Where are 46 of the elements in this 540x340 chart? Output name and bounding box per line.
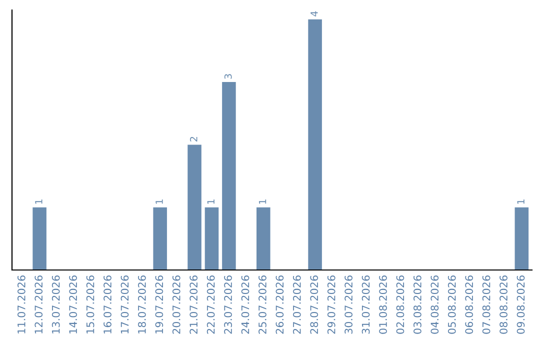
x-tick-label: 28.07.2026 <box>310 276 318 334</box>
x-tick-label: 24.07.2026 <box>241 276 250 334</box>
bar <box>514 207 529 270</box>
x-tick-label: 21.07.2026 <box>190 276 198 334</box>
data-label: 1 <box>207 200 214 204</box>
data-label: 3 <box>224 74 232 79</box>
x-tick-label: 08.08.2026 <box>500 276 508 334</box>
x-tick-label: 01.08.2026 <box>379 276 387 334</box>
x-tick-label: 27.07.2026 <box>292 276 301 334</box>
x-tick-label: 15.07.2026 <box>86 276 94 334</box>
x-tick-label: 07.08.2026 <box>482 276 490 334</box>
x-tick-label: 22.07.2026 <box>206 276 215 334</box>
x-tick-label: 29.07.2026 <box>327 276 336 334</box>
x-tick-label: 11.07.2026 <box>17 276 26 334</box>
bar <box>256 207 270 270</box>
x-tick-label: 06.08.2026 <box>465 276 474 334</box>
x-tick-label: 04.08.2026 <box>430 276 439 334</box>
x-tick-label: 25.07.2026 <box>258 276 266 334</box>
x-tick-label: 18.07.2026 <box>138 276 146 334</box>
x-tick-label: 05.08.2026 <box>448 276 456 334</box>
bar <box>153 207 167 270</box>
data-label: 4 <box>310 11 318 16</box>
x-tick-label: 20.07.2026 <box>172 276 180 334</box>
data-label: 2 <box>190 136 198 142</box>
x-tick-label: 19.07.2026 <box>155 276 164 334</box>
x-tick-label: 26.07.2026 <box>276 276 284 334</box>
x-tick-label: 30.07.2026 <box>344 276 353 334</box>
x-tick-label: 14.07.2026 <box>69 276 78 334</box>
bar <box>32 207 46 270</box>
bar <box>204 207 219 270</box>
x-tick-label: 31.07.2026 <box>362 276 370 334</box>
bar <box>188 144 202 270</box>
x-tick-label: 23.07.2026 <box>224 276 232 334</box>
data-label: 1 <box>258 200 266 204</box>
data-label: 1 <box>517 200 524 204</box>
x-tick-label: 03.08.2026 <box>414 276 422 334</box>
x-tick-label: 02.08.2026 <box>396 276 404 334</box>
x-tick-label: 12.07.2026 <box>34 276 43 334</box>
x-tick-label: 16.07.2026 <box>104 276 112 334</box>
x-tick-label: 13.07.2026 <box>52 276 60 334</box>
bar <box>222 82 236 270</box>
x-tick-label: 09.08.2026 <box>516 276 525 334</box>
data-label: 1 <box>156 200 163 204</box>
data-label: 1 <box>35 200 42 204</box>
x-tick-label: 17.07.2026 <box>120 276 129 334</box>
bar <box>308 19 322 270</box>
